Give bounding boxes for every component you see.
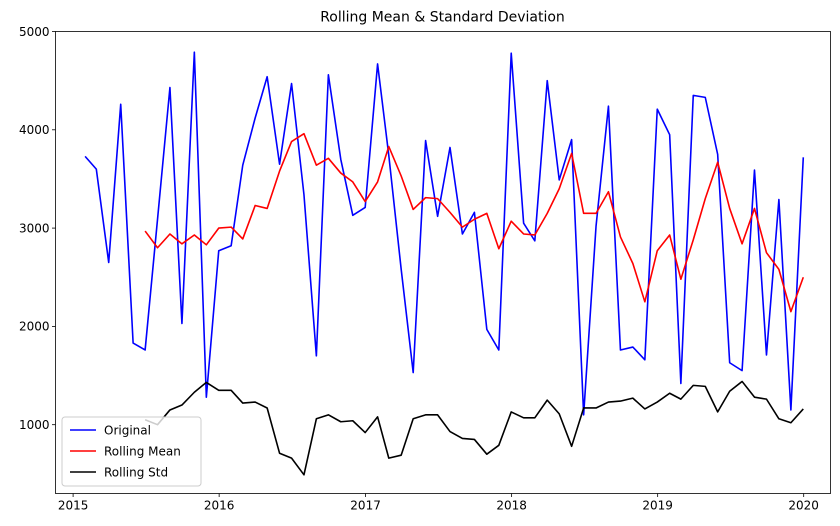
x-tick-label: 2018 <box>496 499 527 513</box>
series-line-rolling-std <box>144 380 804 476</box>
legend: Original Rolling Mean Rolling Std <box>61 416 202 487</box>
y-tick-label: 2000 <box>19 320 50 334</box>
legend-box <box>61 416 202 487</box>
x-tick-label: 2017 <box>350 499 381 513</box>
y-tick-label: 3000 <box>19 221 50 235</box>
legend-label-rolling-mean: Rolling Mean <box>104 444 181 458</box>
plot-frame <box>55 31 831 494</box>
x-tick-label: 2019 <box>642 499 673 513</box>
x-tick-label: 2016 <box>204 499 235 513</box>
series-layer <box>84 51 805 476</box>
x-tick-label: 2020 <box>788 499 819 513</box>
series-line-rolling-mean <box>144 132 805 313</box>
y-tick-label: 1000 <box>19 418 50 432</box>
x-axis: 2015 2016 2017 2018 2019 2020 <box>58 493 819 513</box>
y-axis: 1000 2000 3000 4000 5000 <box>19 25 56 432</box>
series-line-original <box>84 51 805 416</box>
x-tick-label: 2015 <box>58 499 89 513</box>
y-tick-label: 5000 <box>19 25 50 39</box>
legend-label-rolling-std: Rolling Std <box>104 465 168 479</box>
chart-title: Rolling Mean & Standard Deviation <box>320 10 565 26</box>
legend-label-original: Original <box>104 423 151 437</box>
y-tick-label: 4000 <box>19 123 50 137</box>
